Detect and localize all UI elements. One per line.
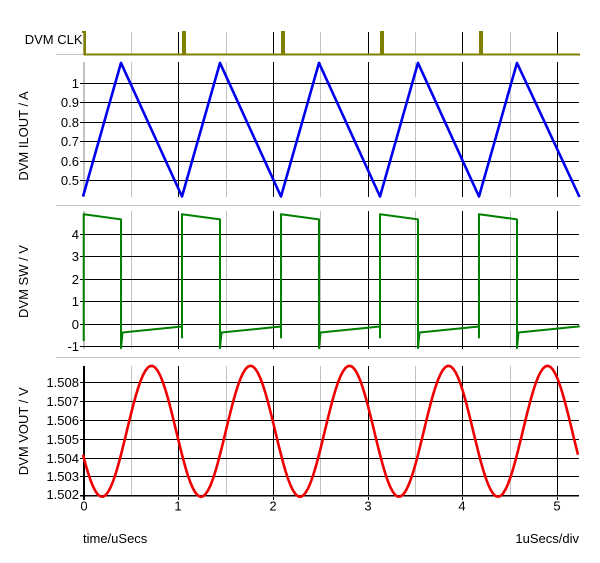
svg-text:1.502: 1.502 <box>46 487 79 502</box>
svg-text:0: 0 <box>80 499 87 514</box>
svg-text:DVM SW / V: DVM SW / V <box>16 245 31 318</box>
svg-text:0.9: 0.9 <box>61 95 79 110</box>
svg-text:1: 1 <box>72 76 79 91</box>
svg-text:2: 2 <box>72 272 79 287</box>
svg-text:1.503: 1.503 <box>46 469 79 484</box>
svg-text:0.6: 0.6 <box>61 154 79 169</box>
svg-text:2: 2 <box>269 499 276 514</box>
svg-text:1: 1 <box>174 499 181 514</box>
svg-text:3: 3 <box>364 499 371 514</box>
svg-text:3: 3 <box>72 249 79 264</box>
svg-text:-1: -1 <box>67 339 79 354</box>
svg-text:4: 4 <box>458 499 465 514</box>
svg-text:1uSecs/div: 1uSecs/div <box>515 531 579 546</box>
svg-text:1.506: 1.506 <box>46 413 79 428</box>
svg-text:0.8: 0.8 <box>61 115 79 130</box>
svg-text:1.504: 1.504 <box>46 451 79 466</box>
svg-text:1.505: 1.505 <box>46 432 79 447</box>
svg-text:1.507: 1.507 <box>46 394 79 409</box>
svg-text:0.5: 0.5 <box>61 173 79 188</box>
svg-text:1.508: 1.508 <box>46 375 79 390</box>
svg-text:DVM ILOUT / A: DVM ILOUT / A <box>16 91 31 181</box>
svg-text:time/uSecs: time/uSecs <box>83 531 148 546</box>
svg-text:0.7: 0.7 <box>61 134 79 149</box>
svg-text:DVM VOUT / V: DVM VOUT / V <box>16 387 31 475</box>
svg-text:5: 5 <box>553 499 560 514</box>
svg-text:1: 1 <box>72 294 79 309</box>
svg-text:4: 4 <box>72 227 79 242</box>
svg-text:0: 0 <box>72 317 79 332</box>
svg-text:DVM CLK: DVM CLK <box>25 32 83 47</box>
